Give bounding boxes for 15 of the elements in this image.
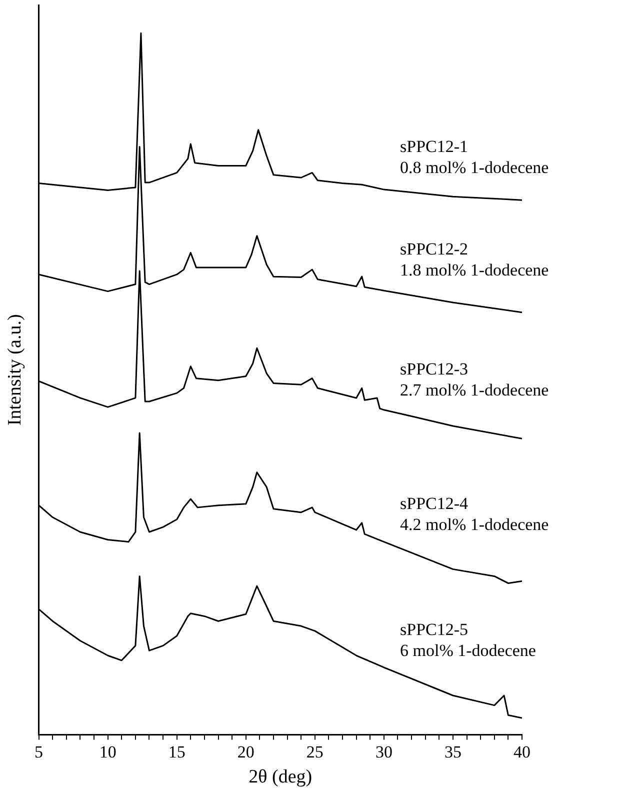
series-label: sPPC12-2 1.8 mol% 1-dodecene [400, 239, 549, 280]
x-tick-label: 40 [514, 742, 530, 762]
x-tick-label: 10 [99, 742, 116, 762]
x-axis-title: 2θ (deg) [248, 766, 312, 788]
x-tick-label: 15 [168, 742, 186, 762]
series-label: sPPC12-4 4.2 mol% 1-dodecene [400, 494, 549, 534]
x-tick-label: 30 [375, 742, 392, 762]
x-tick-label: 5 [34, 742, 44, 762]
y-axis-title: Intensity (a.u.) [4, 314, 26, 426]
x-tick-label: 35 [444, 742, 462, 762]
series-label: sPPC12-5 6 mol% 1-dodecene [400, 620, 536, 660]
x-tick-label: 20 [237, 742, 254, 762]
x-tick-label: 25 [306, 742, 324, 762]
series-label: sPPC12-3 2.7 mol% 1-dodecene [400, 360, 549, 400]
series-label: sPPC12-1 0.8 mol% 1-dodecene [400, 137, 549, 178]
